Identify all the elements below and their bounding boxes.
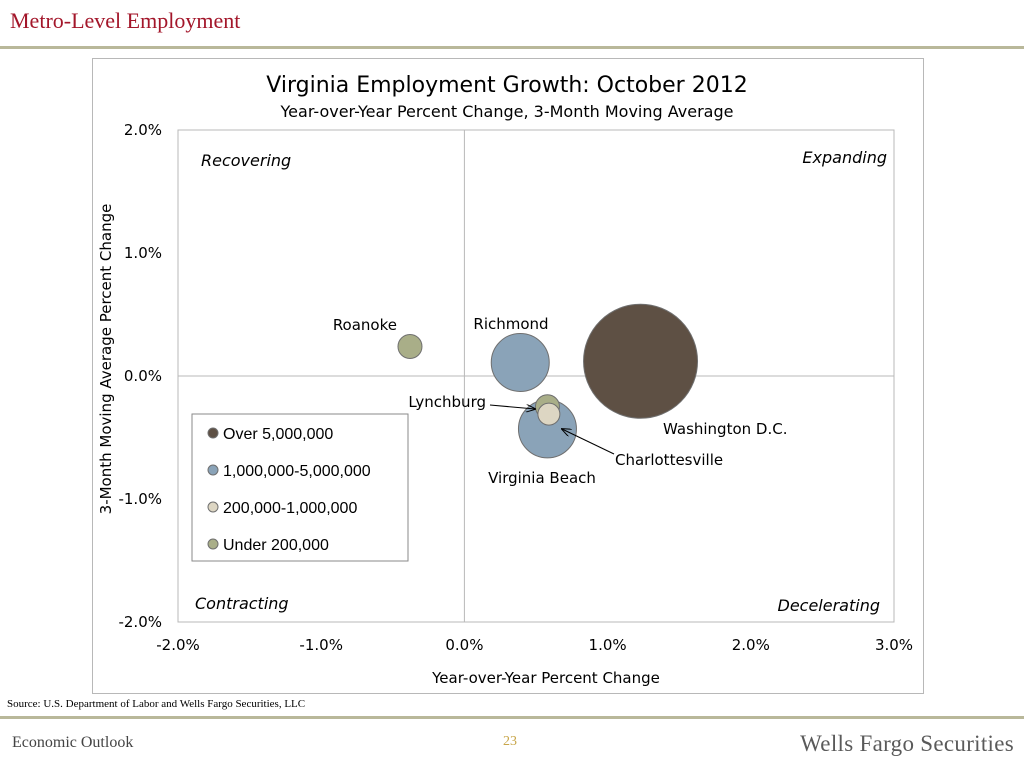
bubble-chart: Washington D.C. Richmond Virginia Beach Cha…	[97, 73, 913, 687]
x-tick-label: 0.0%	[445, 636, 483, 654]
quadrant-label-contracting: Contracting	[195, 594, 289, 613]
quadrant-label-decelerating: Decelerating	[778, 596, 881, 615]
legend-marker	[207, 464, 219, 476]
header-divider	[0, 46, 1024, 49]
legend-marker	[207, 427, 219, 439]
y-tick-label: -1.0%	[118, 490, 162, 508]
page-number: 23	[503, 734, 517, 749]
page-header-title: Metro-Level Employment	[10, 8, 241, 33]
lynchburg-leader-arrow	[489, 405, 535, 409]
point-label-lynchburg: Lynchburg	[408, 393, 486, 411]
x-tick-label: 1.0%	[589, 636, 627, 654]
y-tick-label: 1.0%	[124, 244, 162, 262]
footer-section-title: Economic Outlook	[12, 734, 134, 751]
legend-item-label: Over 5,000,000	[223, 426, 333, 443]
legend-item-label: Under 200,000	[223, 537, 329, 554]
quadrant-label-expanding: Expanding	[802, 148, 887, 167]
legend-item-label: 1,000,000-5,000,000	[223, 463, 371, 480]
chart-title: Virginia Employment Growth: October 2012	[266, 73, 747, 98]
footer-brand-logo: Wells Fargo Securities	[800, 731, 1014, 756]
point-label-richmond: Richmond	[473, 315, 548, 333]
legend-box	[191, 413, 409, 562]
quadrant-label-recovering: Recovering	[201, 151, 291, 170]
x-tick-label: 2.0%	[732, 636, 770, 654]
chart-subtitle: Year-over-Year Percent Change, 3-Month M…	[280, 102, 734, 121]
footer-divider	[0, 716, 1024, 719]
y-axis-label: 3-Month Moving Average Percent Change	[97, 204, 115, 515]
chart-frame	[92, 58, 924, 694]
y-tick-label: 2.0%	[124, 121, 162, 139]
point-label-roanoke: Roanoke	[333, 316, 397, 334]
bubble-richmond	[490, 332, 550, 392]
point-label-virginia-beach: Virginia Beach	[488, 469, 596, 487]
bubble-roanoke	[397, 333, 423, 359]
bubble-washington-d-c	[583, 303, 699, 419]
x-axis-label: Year-over-Year Percent Change	[431, 669, 660, 687]
x-tick-label: 3.0%	[875, 636, 913, 654]
point-label-charlottesville: Charlottesville	[615, 451, 723, 469]
bubble-charlottesville	[537, 402, 561, 426]
charlottesville-leader-arrow	[562, 429, 615, 455]
x-tick-label: -2.0%	[156, 636, 200, 654]
point-label-washington-d-c: Washington D.C.	[663, 420, 787, 438]
legend-marker	[207, 538, 219, 550]
source-note: Source: U.S. Department of Labor and Wel…	[7, 698, 306, 710]
y-tick-label: -2.0%	[118, 613, 162, 631]
x-tick-label: -1.0%	[299, 636, 343, 654]
legend-item-label: 200,000-1,000,000	[223, 500, 357, 517]
y-tick-label: 0.0%	[124, 367, 162, 385]
legend-marker	[207, 501, 219, 513]
